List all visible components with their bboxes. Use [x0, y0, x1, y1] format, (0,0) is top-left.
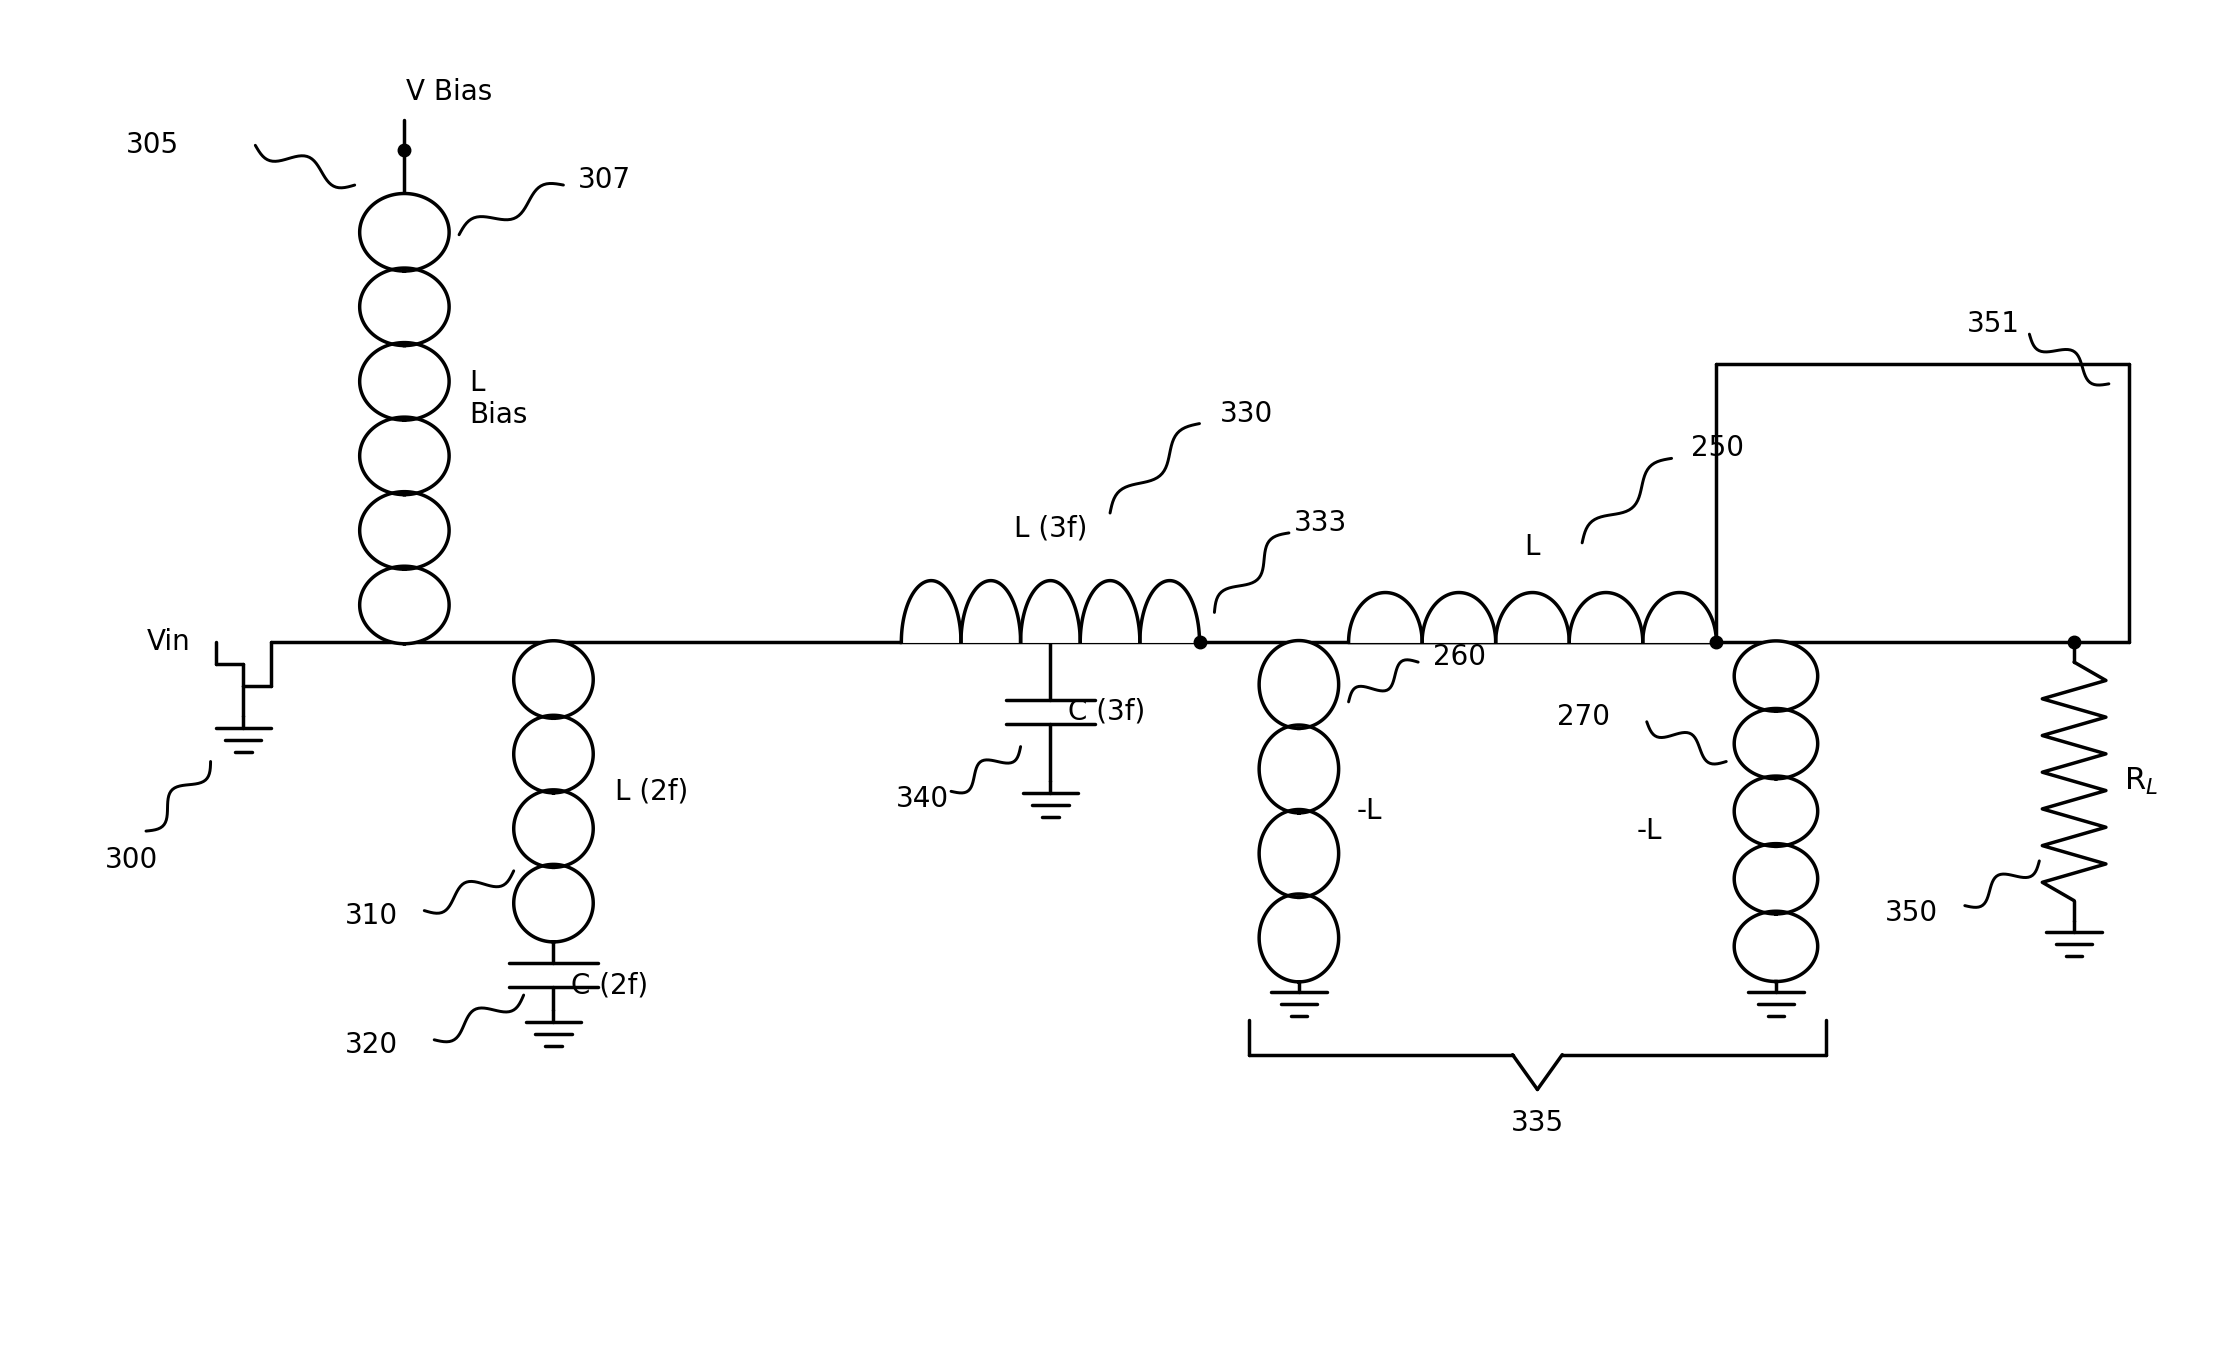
Text: 333: 333	[1293, 509, 1347, 537]
Polygon shape	[1423, 592, 1497, 643]
Polygon shape	[1080, 580, 1141, 643]
Text: 350: 350	[1886, 899, 1939, 926]
Polygon shape	[360, 343, 450, 419]
Polygon shape	[515, 790, 593, 868]
Polygon shape	[1734, 708, 1819, 779]
Text: 260: 260	[1434, 643, 1485, 671]
Text: V Bias: V Bias	[405, 78, 492, 105]
Text: 351: 351	[1966, 311, 2020, 338]
Polygon shape	[1259, 809, 1338, 898]
Polygon shape	[902, 580, 962, 643]
Polygon shape	[1141, 580, 1199, 643]
Text: 335: 335	[1510, 1110, 1564, 1137]
Text: 270: 270	[1557, 703, 1611, 731]
Polygon shape	[1734, 843, 1819, 914]
Polygon shape	[515, 865, 593, 943]
Polygon shape	[1734, 911, 1819, 982]
Text: 307: 307	[579, 166, 631, 193]
Polygon shape	[360, 417, 450, 494]
Polygon shape	[360, 492, 450, 569]
Text: L (2f): L (2f)	[615, 778, 689, 805]
Polygon shape	[1349, 592, 1423, 643]
Text: Vin: Vin	[148, 628, 190, 656]
Polygon shape	[1734, 642, 1819, 711]
Polygon shape	[1259, 893, 1338, 982]
Polygon shape	[360, 193, 450, 271]
Text: 250: 250	[1691, 434, 1745, 463]
Polygon shape	[360, 268, 450, 346]
Polygon shape	[360, 567, 450, 644]
Text: L (3f): L (3f)	[1013, 515, 1087, 543]
Text: 320: 320	[344, 1031, 398, 1058]
Text: 305: 305	[125, 131, 179, 159]
Text: 340: 340	[897, 786, 948, 813]
Polygon shape	[515, 640, 593, 718]
Polygon shape	[1568, 592, 1642, 643]
Text: C (2f): C (2f)	[570, 971, 649, 1000]
Text: 300: 300	[105, 846, 157, 874]
Polygon shape	[515, 715, 593, 793]
Text: L: L	[1526, 533, 1541, 561]
Polygon shape	[962, 580, 1020, 643]
Polygon shape	[1497, 592, 1568, 643]
Text: -L: -L	[1356, 797, 1382, 825]
Text: -L: -L	[1637, 817, 1662, 844]
Polygon shape	[1259, 640, 1338, 729]
Text: 330: 330	[1219, 399, 1273, 428]
Text: C (3f): C (3f)	[1069, 697, 1145, 726]
Polygon shape	[1020, 580, 1080, 643]
Text: R$_L$: R$_L$	[2123, 765, 2159, 797]
Text: L
Bias: L Bias	[470, 369, 528, 429]
Polygon shape	[1642, 592, 1716, 643]
Polygon shape	[1734, 776, 1819, 846]
Polygon shape	[1259, 725, 1338, 813]
Text: 310: 310	[344, 902, 398, 929]
